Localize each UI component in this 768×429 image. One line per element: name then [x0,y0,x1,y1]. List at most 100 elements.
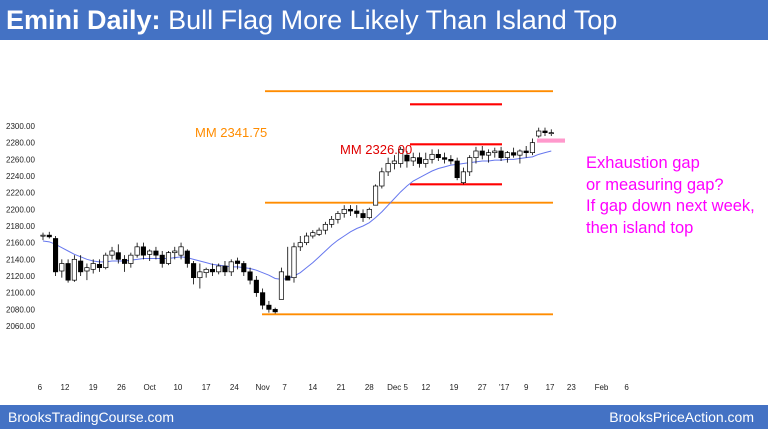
candle [78,255,84,276]
candle [71,255,77,282]
y-tick-label: 2260.00 [6,155,35,164]
x-tick-label: 21 [337,383,346,392]
candlestick-chart: 2060.00 2080.00 2100.00 2120.00 2140.00 2160.… [6,90,629,392]
candle-body [542,130,548,134]
candle-body [209,268,215,273]
candle-body [46,234,52,238]
candle [96,259,103,272]
x-tick-label: Nov [256,383,270,392]
candle [498,146,504,161]
candle-body [297,242,303,248]
candle [203,267,209,278]
candle-body [122,258,128,264]
candle-body [285,275,291,281]
candle [159,251,165,268]
candle [272,307,278,314]
candle [517,149,523,164]
y-tick-label: 2140.00 [6,255,35,264]
x-tick-label: 14 [308,383,317,392]
candle-body [159,254,165,264]
candle-body [523,150,529,154]
candle [247,267,253,285]
candle-body [467,157,473,173]
candle [366,207,372,220]
candle [442,152,448,164]
candle-body [404,154,410,162]
candle [103,252,109,270]
candle [216,263,222,275]
candle-body [548,132,554,135]
y-tick-label: 2220.00 [6,189,35,198]
candle-body [216,265,222,273]
candle [467,155,473,176]
candle-body [128,254,134,264]
candle-body [536,130,542,137]
candle [360,209,366,222]
x-tick-label: 27 [478,383,487,392]
candle [536,127,542,138]
gap-box [537,138,565,143]
x-tick-label: 9 [524,383,529,392]
candle [260,288,266,310]
candle [529,138,536,156]
y-tick-label: 2280.00 [6,139,35,148]
candle [347,205,354,216]
candle-body [385,163,391,173]
candle [65,259,71,283]
candle [165,251,172,266]
candle-body [429,153,435,160]
candle [354,205,360,218]
candle [134,242,140,258]
candle-body [84,267,90,272]
x-tick-label: 7 [282,383,287,392]
candle-body [272,308,278,313]
candle-body [398,148,404,164]
candle-body [71,258,77,281]
candle [222,261,228,276]
candle [423,152,429,168]
candle-body [366,208,372,219]
candle-body [203,268,209,274]
candle-body [373,185,379,206]
candle-body [115,252,121,260]
candle [184,249,190,268]
candle [172,246,178,260]
candle [84,263,90,281]
title-bar: Emini Daily: Bull Flag More Likely Than … [0,0,768,40]
candle-body [517,150,523,156]
candle-body [153,250,159,256]
candle [473,146,479,164]
candle [304,232,310,246]
x-tick-label: 17 [546,383,555,392]
candle [209,263,215,276]
candle [398,146,404,168]
x-tick-label: 19 [450,383,459,392]
x-tick-label: 6 [624,383,629,392]
note-line-3: If gap down next week, [586,197,755,215]
candle-body [454,160,460,179]
candle-body [410,157,416,162]
y-tick-label: 2200.00 [6,205,35,214]
candle [416,152,423,168]
candle [492,147,498,158]
x-tick-label: 26 [117,383,126,392]
candle [140,242,146,260]
footer-right-link[interactable]: BrooksPriceAction.com [609,409,754,425]
candle-body [253,279,259,294]
note-line-2: or measuring gap? [586,175,724,194]
gap-annotation: Exhaustion gap or measuring gap? If gap … [586,153,755,239]
candle [316,227,322,236]
y-tick-label: 2180.00 [6,222,35,231]
candle [542,127,548,136]
footer-left-link[interactable]: BrooksTradingCourse.com [8,409,174,425]
candle-body [103,254,109,269]
candle [52,236,59,276]
candle-body [241,263,247,273]
candle [59,259,65,278]
candle-body [335,213,341,220]
candle [341,205,347,218]
x-tick-label: Oct [143,383,156,392]
candle [485,149,492,163]
x-tick-label: 19 [89,383,98,392]
candle [153,246,159,260]
